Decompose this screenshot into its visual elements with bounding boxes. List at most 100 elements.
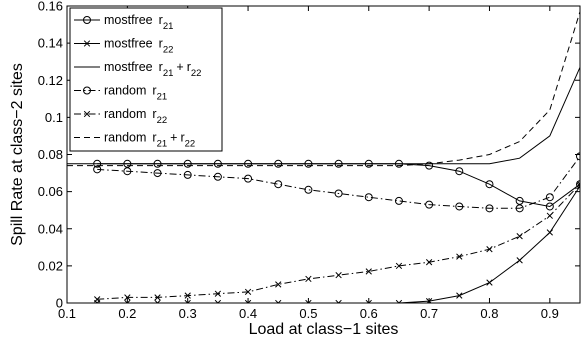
x-tick-label: 0.6: [360, 306, 378, 321]
series-line: [97, 156, 580, 209]
data-point: [94, 296, 101, 303]
data-point: [546, 212, 553, 219]
data-point: [305, 299, 312, 303]
legend-entry: random r21: [74, 84, 167, 103]
data-point: [545, 193, 554, 202]
series-2: [94, 182, 580, 303]
data-point: [153, 169, 162, 178]
legend-marker: [83, 16, 91, 24]
data-point: [486, 279, 493, 286]
legend-label: random r21 + r22: [104, 131, 195, 150]
data-point: [184, 292, 191, 299]
data-point: [275, 281, 282, 288]
series-line: [67, 67, 580, 165]
data-point: [274, 180, 283, 189]
data-point: [546, 229, 553, 236]
data-point: [485, 180, 494, 189]
data-point: [244, 299, 252, 303]
series-3: [67, 67, 580, 165]
x-tick-label: 0.3: [179, 306, 197, 321]
legend-entry: random r21 + r22: [74, 131, 195, 150]
data-point: [545, 202, 554, 211]
data-point: [365, 268, 372, 275]
data-point: [456, 292, 463, 299]
x-tick-label: 0.5: [299, 306, 317, 321]
data-point: [214, 299, 222, 303]
data-point: [304, 185, 313, 194]
data-point: [576, 182, 580, 190]
data-point: [395, 262, 403, 270]
series-5: [94, 181, 580, 303]
data-point: [335, 272, 342, 279]
y-tick-label: 0.08: [38, 147, 63, 162]
data-point: [124, 294, 131, 301]
axes: 0.1 0.2 0.3 0.4 0.5 0.6 0.7 0.8 0.9 0 0.02 0.04 0.06…: [38, 0, 581, 321]
legend-marker: [83, 86, 91, 95]
data-point: [364, 193, 373, 202]
y-tick-label: 0.1: [45, 110, 63, 125]
y-tick-label: 0.14: [38, 36, 63, 51]
legend-entry: mostfree r22: [74, 37, 173, 56]
y-tick-label: 0.04: [38, 221, 63, 236]
data-point: [516, 257, 523, 264]
legend-label: mostfree r21 + r22: [104, 60, 201, 79]
data-point: [515, 204, 524, 213]
y-tick-label: 0.02: [38, 258, 63, 273]
legend-entry: mostfree r21: [74, 13, 173, 32]
series-4: [93, 152, 580, 213]
data-point: [395, 299, 403, 303]
data-point: [154, 299, 161, 303]
data-point: [425, 200, 434, 209]
data-point: [425, 161, 434, 170]
data-point: [516, 233, 523, 240]
data-point: [244, 288, 252, 296]
x-tick-label: 0.7: [420, 306, 438, 321]
x-tick-label: 0.1: [58, 306, 76, 321]
data-point: [275, 299, 282, 303]
data-point: [455, 202, 464, 211]
x-tick-label: 0.8: [480, 306, 498, 321]
data-point: [456, 253, 463, 260]
data-point: [214, 290, 222, 297]
data-point: [305, 275, 312, 283]
x-tick-label: 0.2: [118, 306, 136, 321]
series-6: [67, 11, 580, 167]
y-tick-label: 0.16: [38, 0, 63, 14]
legend: mostfree r21 mostfree r22 mostfree r21 + r22 ran…: [69, 7, 223, 152]
data-point: [576, 152, 580, 161]
data-point: [425, 259, 433, 266]
data-point: [394, 196, 403, 205]
legend-entry: mostfree r21 + r22: [74, 60, 201, 79]
x-axis-label: Load at class−1 sites: [249, 321, 399, 338]
y-tick-label: 0: [56, 296, 63, 311]
legend-entry: random r22: [74, 107, 167, 126]
legend-label: random r22: [104, 107, 167, 126]
legend-box: [69, 7, 223, 152]
data-point: [335, 299, 342, 303]
data-point: [365, 299, 372, 303]
x-tick-label: 0.9: [541, 306, 559, 321]
data-point: [455, 167, 464, 176]
data-point: [485, 204, 494, 213]
series-line: [67, 11, 580, 167]
data-point: [183, 170, 192, 179]
series-line: [97, 183, 580, 300]
data-point: [576, 181, 580, 188]
data-point: [184, 299, 191, 303]
data-point: [334, 189, 343, 198]
y-tick-label: 0.06: [38, 184, 63, 199]
x-tick-label: 0.4: [239, 306, 257, 321]
legend-label: mostfree r22: [104, 37, 173, 56]
data-point: [213, 172, 222, 181]
series-1: [93, 159, 580, 211]
data-point: [244, 174, 253, 183]
y-tick-label: 0.12: [38, 73, 63, 88]
plot-area: [67, 11, 580, 303]
y-axis-label: Spill Rate at class−2 sites: [9, 63, 26, 246]
data-point: [124, 299, 131, 303]
series-line: [97, 163, 580, 208]
data-point: [576, 180, 580, 189]
series-line: [97, 185, 580, 303]
data-point: [154, 294, 161, 301]
